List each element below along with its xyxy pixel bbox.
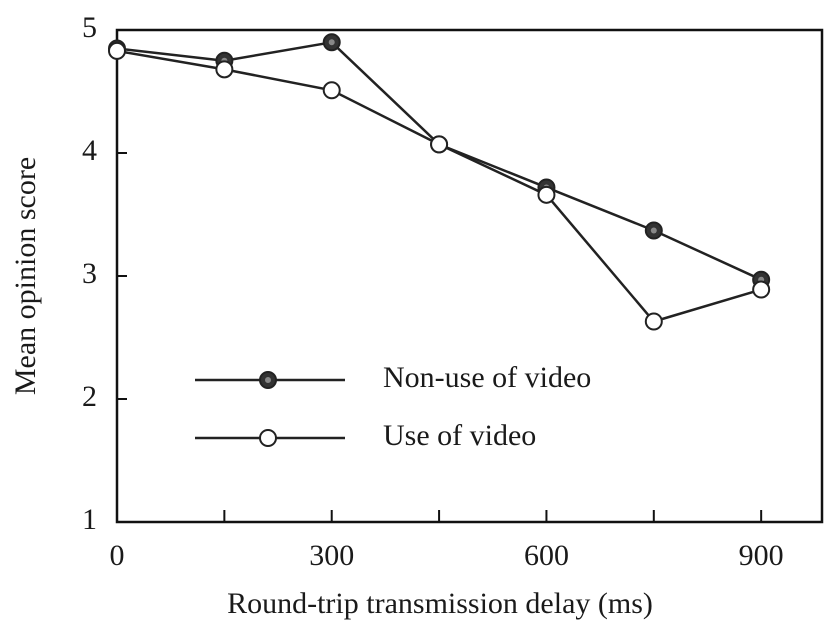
marker — [108, 41, 126, 60]
legend-label: Use of video — [383, 419, 536, 452]
x-axis-label: Round-trip transmission delay (ms) — [227, 587, 653, 620]
y-tick-label: 5 — [82, 11, 97, 44]
marker — [430, 135, 449, 154]
x-tick-label: 900 — [739, 539, 784, 572]
marker-highlight — [650, 227, 657, 234]
y-tick-label: 2 — [82, 380, 97, 413]
marker — [644, 312, 663, 331]
marker-highlight — [265, 377, 271, 383]
marker — [537, 185, 556, 204]
series-line — [116, 40, 762, 281]
marker — [259, 429, 277, 447]
legend-label: Non-use of video — [383, 361, 591, 394]
y-tick-label: 3 — [82, 257, 97, 290]
marker — [215, 60, 234, 79]
x-tick-label: 600 — [524, 539, 569, 572]
series-line — [116, 49, 762, 323]
y-tick-label: 1 — [82, 503, 97, 536]
x-tick-label: 0 — [110, 539, 125, 572]
marker-highlight — [328, 39, 335, 46]
y-tick-label: 4 — [82, 134, 97, 167]
x-tick-label: 300 — [309, 539, 354, 572]
y-axis-label: Mean opinion score — [9, 157, 42, 395]
marker — [752, 280, 771, 299]
marker — [322, 81, 341, 100]
